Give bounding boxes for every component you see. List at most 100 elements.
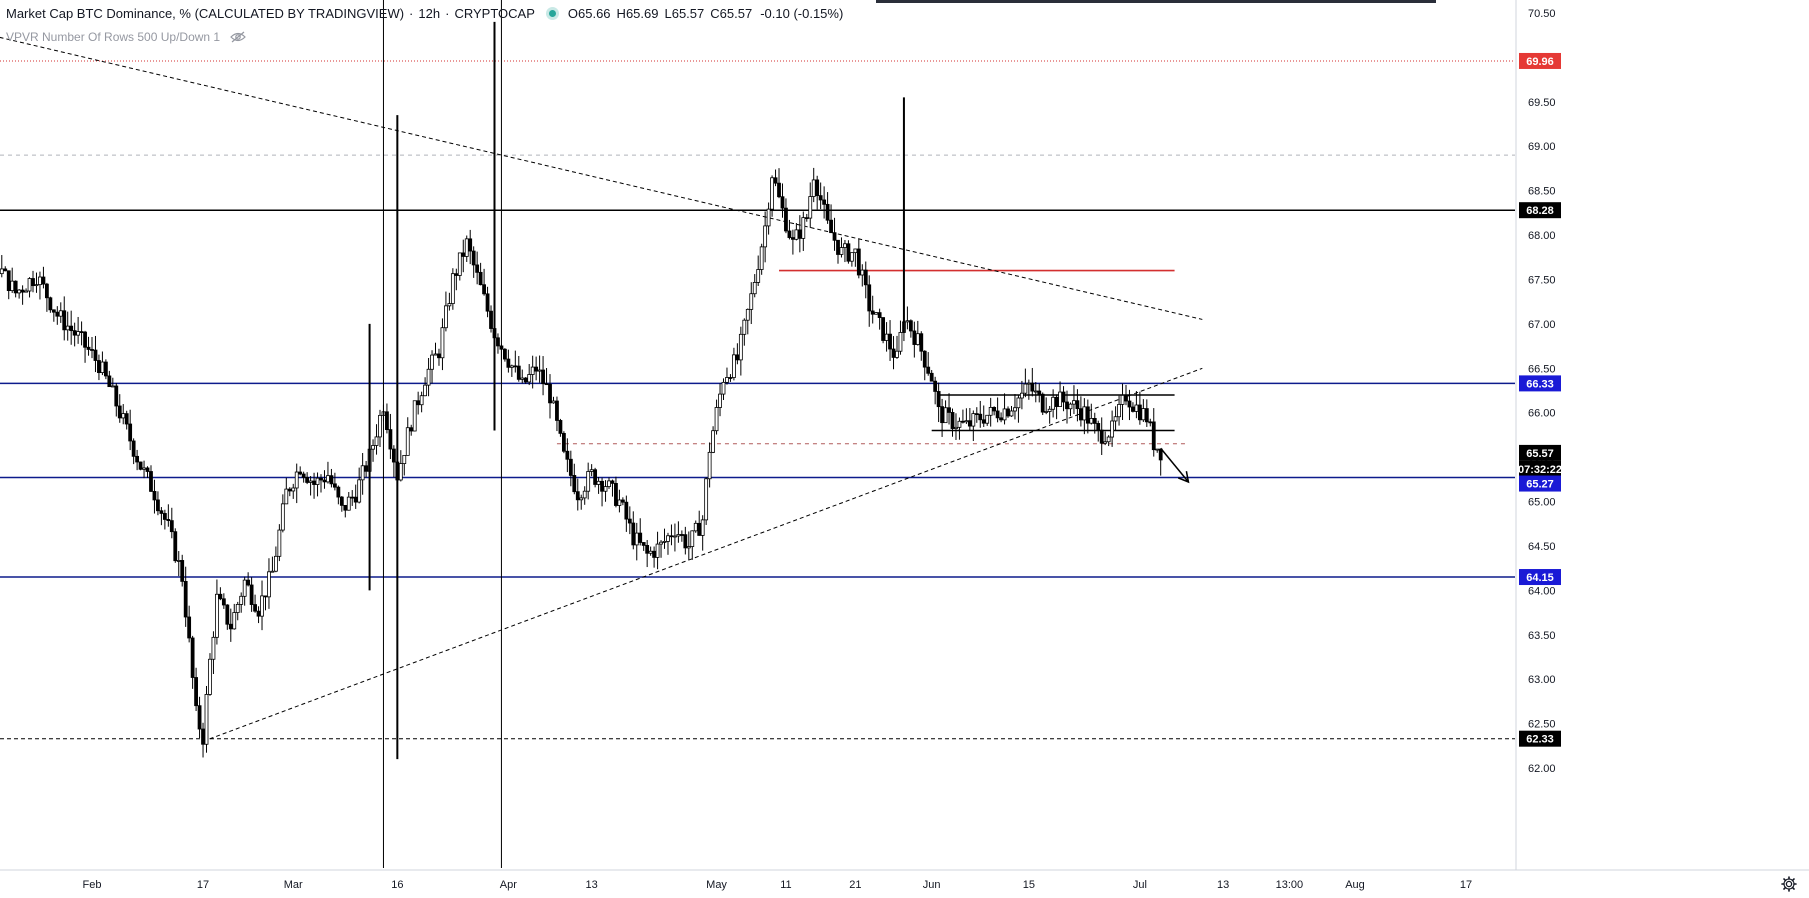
candle: [93, 335, 98, 373]
y-tick-label: 64.50: [1528, 541, 1556, 553]
candle: [995, 397, 1000, 423]
candle: [912, 321, 917, 358]
candle: [506, 349, 511, 373]
candle: [1013, 394, 1017, 420]
candle: [992, 406, 997, 416]
candle: [742, 318, 747, 346]
candle: [572, 463, 577, 495]
candle: [1151, 408, 1156, 457]
candle: [204, 685, 209, 753]
candle: [308, 476, 313, 496]
candle: [652, 546, 657, 568]
svg-text:66.33: 66.33: [1526, 378, 1554, 390]
candle: [655, 531, 660, 570]
candle: [156, 491, 160, 516]
x-tick-label: 16: [391, 879, 403, 891]
x-tick-label: 13: [1217, 879, 1229, 891]
candle: [1040, 392, 1045, 416]
candle: [1037, 383, 1042, 403]
candle: [898, 320, 903, 355]
candle: [218, 587, 223, 601]
exchange-label: CRYPTOCAP: [454, 6, 535, 21]
candle: [589, 464, 594, 477]
candle: [620, 497, 625, 506]
candle: [166, 504, 171, 527]
y-tick-label: 67.50: [1528, 274, 1556, 286]
interval-label[interactable]: 12h: [418, 6, 441, 21]
candle: [961, 409, 965, 424]
x-tick-label: 17: [197, 879, 209, 891]
candle: [641, 542, 646, 551]
trend-line: [202, 367, 1203, 742]
candle: [1020, 380, 1024, 410]
candle: [610, 479, 615, 497]
candle: [815, 175, 820, 210]
candle: [728, 374, 733, 382]
candle: [773, 169, 778, 187]
candle: [905, 306, 910, 330]
candle: [523, 376, 528, 384]
candle: [353, 484, 358, 509]
candle: [1106, 435, 1111, 447]
candle: [860, 264, 865, 287]
candle: [999, 412, 1003, 423]
candle: [315, 472, 320, 497]
candle: [1016, 394, 1021, 423]
ohlc-low: L65.57: [664, 6, 705, 21]
candle: [988, 397, 993, 427]
y-tick-label: 69.50: [1528, 97, 1556, 109]
candle: [790, 229, 795, 255]
candle: [246, 572, 251, 587]
price-label: 69.96: [1519, 52, 1561, 69]
ohlc-open: O65.66: [567, 6, 611, 21]
candle: [732, 347, 736, 381]
candle: [471, 246, 476, 278]
candle: [947, 393, 951, 425]
candle: [544, 367, 549, 386]
candle: [1026, 379, 1031, 400]
candle: [183, 566, 188, 627]
candle: [1124, 384, 1128, 406]
candle: [1068, 402, 1073, 417]
eye-hidden-icon[interactable]: [230, 31, 246, 43]
candle: [634, 522, 639, 561]
candle: [145, 466, 150, 478]
candle: [575, 478, 580, 511]
candle: [450, 268, 455, 310]
candle: [350, 490, 355, 506]
candle: [1009, 405, 1014, 417]
candle: [520, 369, 525, 384]
candle: [541, 356, 545, 396]
candle: [263, 595, 268, 611]
candle: [312, 472, 316, 499]
candle: [284, 477, 289, 505]
candle: [478, 262, 483, 286]
candle: [516, 355, 521, 382]
candle: [548, 374, 552, 419]
candle: [301, 471, 306, 483]
indicator-label[interactable]: VPVR Number Of Rows 500 Up/Down 1: [6, 30, 221, 44]
indicator-legend[interactable]: VPVR Number Of Rows 500 Up/Down 1: [6, 30, 246, 44]
candle: [565, 438, 570, 473]
candle: [1033, 382, 1038, 403]
gear-icon[interactable]: [1781, 876, 1797, 892]
candle: [929, 370, 934, 382]
candle: [867, 275, 872, 327]
candle: [555, 396, 559, 432]
candle: [1131, 402, 1135, 413]
candle: [211, 631, 216, 675]
price-label: 68.28: [1519, 202, 1561, 219]
candle: [707, 442, 712, 488]
y-tick-label: 66.00: [1528, 408, 1556, 420]
symbol-title[interactable]: Market Cap BTC Dominance, % (CALCULATED …: [6, 6, 405, 21]
candle: [3, 266, 8, 272]
candle: [86, 336, 91, 356]
candle: [1030, 367, 1035, 397]
candle: [10, 267, 15, 293]
candle: [721, 378, 726, 401]
candle: [780, 183, 785, 218]
candle: [974, 407, 979, 423]
candle: [624, 495, 629, 532]
candle: [110, 377, 115, 388]
